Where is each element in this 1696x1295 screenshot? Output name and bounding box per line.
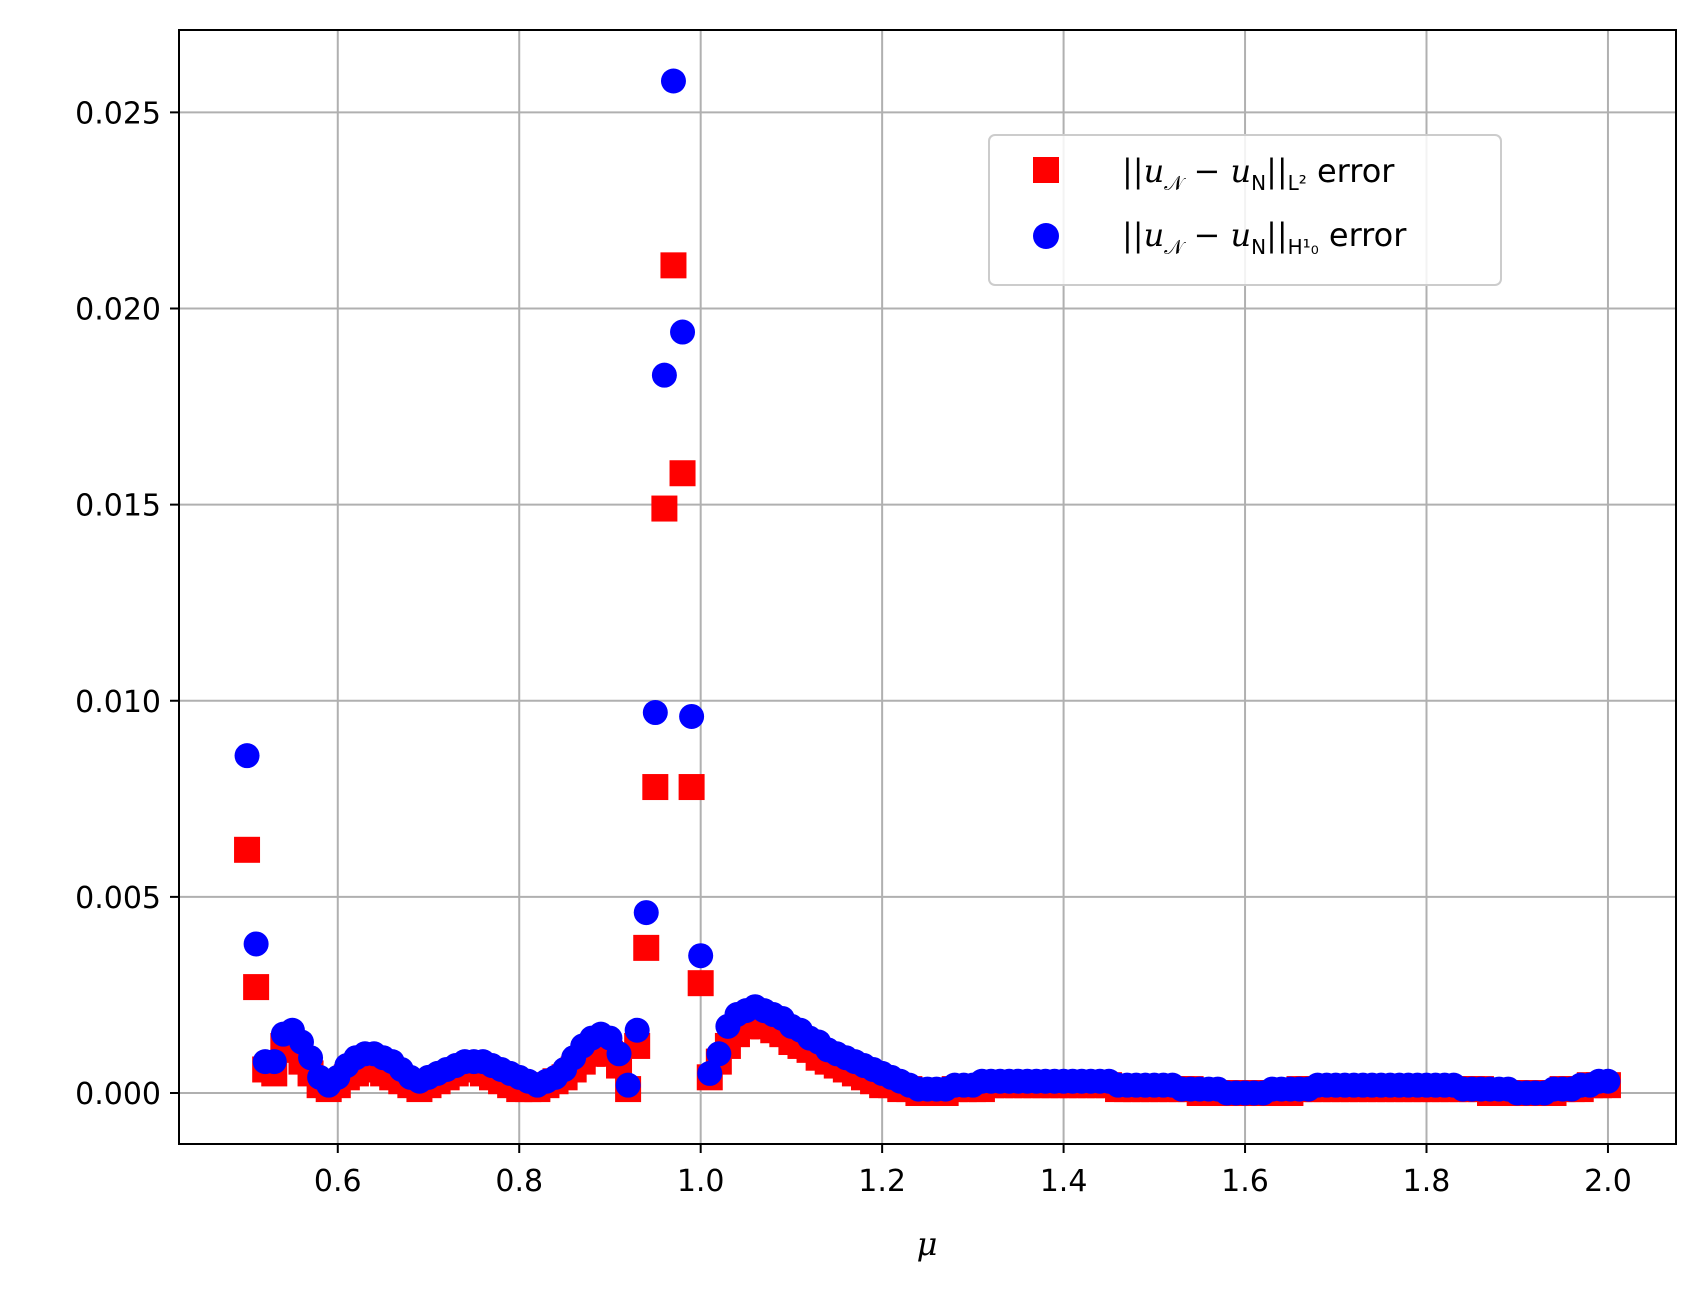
legend-marker-square	[1033, 157, 1059, 183]
h1-error-point	[688, 943, 714, 969]
l2-error-point	[633, 934, 660, 961]
y-axis: 0.000 0.005 0.010 0.015 0.020 0.025	[75, 96, 179, 1112]
y-tick-label: 0.015	[75, 489, 161, 524]
legend-h1-pre: ||u	[1122, 216, 1164, 254]
legend: ||u𝒩 − uN||L² error ||u𝒩 − uN||H¹₀ error	[988, 134, 1502, 286]
l2-error-point	[678, 774, 705, 801]
x-tick-label: 1.4	[1040, 1164, 1088, 1199]
x-tick-label: 1.2	[858, 1164, 906, 1199]
h1-error-point	[234, 743, 260, 769]
l2-error-point	[642, 774, 669, 801]
legend-l2-pre: ||u	[1122, 152, 1164, 190]
h1-error-point	[606, 1041, 632, 1067]
legend-marker-circle	[1033, 223, 1059, 249]
h1-error-point	[633, 900, 659, 926]
l2-error-point	[687, 970, 714, 997]
plot-frame	[178, 29, 1677, 1145]
legend-h1-sub1: 𝒩	[1164, 235, 1186, 259]
h1-error-point	[670, 319, 696, 345]
legend-l2-mid: − u	[1183, 152, 1251, 190]
h1-error-point	[642, 700, 668, 726]
legend-label-l2: ||u𝒩 − uN||L² error	[1122, 152, 1395, 195]
x-tick-label: 0.8	[495, 1164, 543, 1199]
l2-error-point	[651, 495, 678, 522]
h1-error-series	[234, 68, 1621, 1106]
l2-error-point	[660, 252, 687, 279]
l2-error-point	[243, 974, 270, 1001]
legend-l2-sub1: 𝒩	[1164, 171, 1186, 195]
h1-error-point	[660, 68, 686, 94]
legend-l2-post: ||	[1266, 152, 1288, 190]
l2-error-point	[669, 460, 696, 487]
x-tick-label: 1.6	[1221, 1164, 1269, 1199]
legend-l2-sub3: L²	[1288, 171, 1307, 195]
x-tick-label: 1.8	[1403, 1164, 1451, 1199]
h1-error-point	[615, 1072, 641, 1098]
x-tick-label: 2.0	[1584, 1164, 1632, 1199]
x-tick-label: 0.6	[314, 1164, 362, 1199]
y-tick-label: 0.010	[75, 685, 161, 720]
legend-l2-suffix: error	[1307, 152, 1395, 190]
legend-h1-mid: − u	[1183, 216, 1251, 254]
legend-l2-sub2: N	[1251, 171, 1266, 195]
h1-error-point	[624, 1017, 650, 1043]
legend-h1-post: ||	[1266, 216, 1288, 254]
legend-h1-suffix: error	[1319, 216, 1407, 254]
l2-error-point	[234, 836, 261, 863]
y-tick-label: 0.000	[75, 1077, 161, 1112]
l2-error-series	[234, 252, 1621, 1107]
y-tick-label: 0.020	[75, 293, 161, 328]
y-tick-label: 0.025	[75, 96, 161, 131]
h1-error-point	[1595, 1068, 1621, 1094]
h1-error-point	[243, 931, 269, 957]
h1-error-point	[706, 1041, 732, 1067]
x-axis: 0.6 0.8 1.0 1.2 1.4 1.6 1.8 2.0	[314, 1144, 1632, 1199]
legend-h1-sub3: H¹₀	[1288, 235, 1319, 259]
x-axis-label: μ	[917, 1225, 938, 1263]
legend-h1-sub2: N	[1251, 235, 1266, 259]
y-tick-label: 0.005	[75, 881, 161, 916]
h1-error-point	[697, 1060, 723, 1086]
h1-error-point	[298, 1045, 324, 1071]
legend-box	[988, 134, 1502, 286]
h1-error-point	[679, 703, 705, 729]
h1-error-point	[261, 1049, 287, 1075]
h1-error-point	[651, 362, 677, 388]
legend-label-h1: ||u𝒩 − uN||H¹₀ error	[1122, 216, 1407, 259]
x-tick-label: 1.0	[677, 1164, 725, 1199]
